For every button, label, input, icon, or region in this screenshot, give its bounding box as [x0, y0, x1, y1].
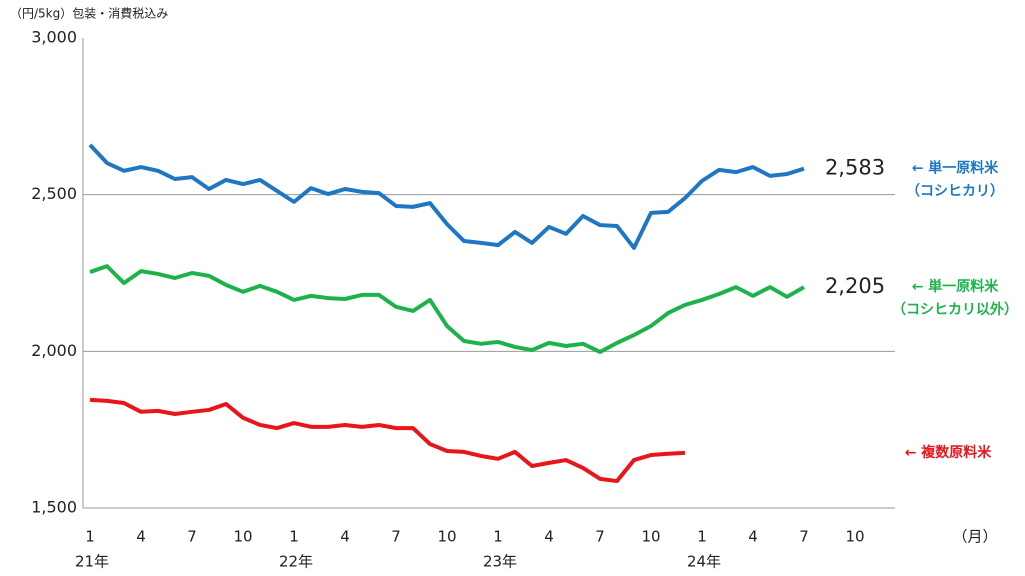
x-tick-label: 4 [136, 528, 146, 546]
x-tick-label: 10 [641, 528, 660, 546]
x-tick-label: 4 [544, 528, 554, 546]
x-tick-label: 4 [748, 528, 758, 546]
x-unit-label: （月） [952, 528, 997, 546]
value-label: 2,583 [825, 156, 885, 180]
y-tick-label: 2,500 [31, 184, 77, 203]
x-tick-label: 1 [289, 528, 299, 546]
year-label: 24年 [687, 553, 721, 571]
x-tick-label: 1 [493, 528, 503, 546]
year-label: 21年 [75, 553, 109, 571]
x-tick-label: 7 [391, 528, 401, 546]
x-tick-label: 7 [595, 528, 605, 546]
x-tick-label: 7 [799, 528, 809, 546]
y-tick-label: 3,000 [31, 28, 77, 47]
unit-label: （円/5kg）包装・消費税込み [10, 6, 168, 21]
legend-label: ← 単一原料米 [912, 160, 1000, 177]
line-series [88, 143, 805, 250]
x-tick-label: 7 [187, 528, 197, 546]
y-tick-label: 1,500 [31, 498, 77, 517]
x-tick-label: 10 [437, 528, 456, 546]
x-tick-label: 1 [85, 528, 95, 546]
legend-label: ← 複数原料米 [905, 444, 993, 461]
x-tick-label: 4 [340, 528, 350, 546]
line-series [89, 264, 805, 354]
year-label: 23年 [483, 553, 517, 571]
value-label: 2,205 [825, 274, 885, 298]
legend-label: ← 単一原料米 [912, 278, 1000, 295]
line-series [89, 397, 686, 484]
y-tick-label: 2,000 [31, 341, 77, 360]
legend-label: （コシヒカリ） [906, 184, 1004, 200]
x-tick-label: 10 [233, 528, 252, 546]
x-tick-label: 10 [845, 528, 864, 546]
legend-label: （コシヒカリ以外） [892, 301, 1018, 318]
x-tick-label: 1 [697, 528, 707, 546]
year-label: 22年 [279, 553, 313, 571]
